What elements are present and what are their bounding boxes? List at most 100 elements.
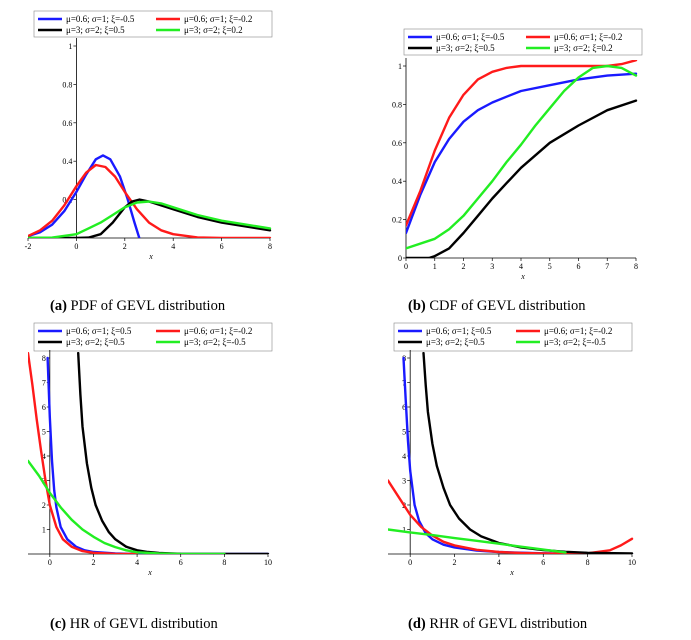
x-tick-label: 6 [541,558,545,567]
x-tick-label: 8 [222,558,226,567]
x-tick-label: 4 [171,242,175,251]
x-tick-label: 1 [433,262,437,271]
y-tick-label: 1 [68,42,72,51]
x-tick-label: 6 [179,558,183,567]
y-tick-label: 7 [42,379,46,388]
x-tick-label: 2 [123,242,127,251]
panel-pdf: μ=0.6; σ=1; ξ=-0.5 μ=0.6; σ=1; ξ=-0.2 μ=3;… [22,10,282,270]
legend-box [33,322,273,352]
series-line [28,200,272,238]
y-tick-label: 2 [42,501,46,510]
x-tick-label: 8 [268,242,272,251]
y-tick-label: 0.4 [392,177,402,186]
legend-entry: μ=3; σ=2; ξ=0.5 [426,337,485,347]
x-tick-label: 10 [628,558,636,567]
x-axis-label: x [148,252,153,261]
x-tick-label: 6 [577,262,581,271]
legend-entry: μ=3; σ=2; ξ=0.5 [436,43,495,53]
series-line [406,64,638,250]
series-line [46,356,270,554]
legend-box [33,10,273,38]
x-tick-label: 8 [586,558,590,567]
x-tick-label: 6 [220,242,224,251]
legend-entry: μ=0.6; σ=1; ξ=0.5 [426,326,492,336]
legend-entry: μ=3; σ=2; ξ=-0.5 [544,337,606,347]
y-tick-label: 1 [402,526,406,535]
y-tick-label: 3 [42,477,46,486]
x-tick-label: 10 [264,558,272,567]
cdf-chart: μ=0.6; σ=1; ξ=-0.5 μ=0.6; σ=1; ξ=-0.2μ=3;… [392,28,643,281]
x-tick-label: 0 [48,558,52,567]
x-axis-label: x [520,272,525,281]
caption-rhr: (d) RHR of GEVL distribution [408,616,588,632]
series-line [28,198,272,238]
y-tick-label: 3 [402,477,406,486]
legend-entry: μ=3; σ=2; ξ=-0.5 [184,337,246,347]
y-tick-label: 4 [42,452,46,461]
x-tick-label: 8 [634,262,638,271]
legend-entry: μ=0.6; σ=1; ξ=-0.2 [544,326,612,336]
x-tick-label: 0 [404,262,408,271]
legend: μ=0.6; σ=1; ξ=0.5 μ=0.6; σ=1; ξ=-0.2μ=3; … [33,322,273,352]
series-line [28,459,226,554]
y-tick-label: 5 [42,428,46,437]
legend-box [403,28,643,56]
x-tick-label: 4 [135,558,139,567]
x-axis-label: x [509,568,514,577]
legend-entry: μ=0.6; σ=1; ξ=-0.2 [184,14,252,24]
pdf-chart: μ=0.6; σ=1; ξ=-0.5 μ=0.6; σ=1; ξ=-0.2μ=3;… [25,10,273,261]
series-line [406,72,638,235]
x-tick-label: 4 [519,262,523,271]
legend-entry: μ=0.6; σ=1; ξ=-0.5 [436,32,505,42]
y-tick-label: 1 [42,526,46,535]
x-axis-label: x [147,568,152,577]
legend-entry: μ=3; σ=2; ξ=0.5 [66,25,125,35]
series-lines [388,352,634,554]
x-tick-label: 2 [462,262,466,271]
series-lines [28,154,272,238]
y-tick-label: 5 [402,428,406,437]
x-tick-label: 0 [408,558,412,567]
legend: μ=0.6; σ=1; ξ=0.5 μ=0.6; σ=1; ξ=-0.2μ=3; … [393,322,633,352]
legend-entry: μ=0.6; σ=1; ξ=-0.5 [66,14,135,24]
hr-chart: μ=0.6; σ=1; ξ=0.5 μ=0.6; σ=1; ξ=-0.2μ=3; … [28,322,273,577]
series-lines [28,352,270,554]
axes: -2 0 2 4 6 8x0.20.40.60.81 [25,38,272,261]
x-tick-label: 7 [605,262,609,271]
legend-entry: μ=0.6; σ=1; ξ=0.5 [66,326,132,336]
series-line [388,479,634,554]
y-tick-label: 0 [398,254,402,263]
y-tick-label: 6 [402,403,406,412]
x-tick-label: 3 [490,262,494,271]
panel-cdf: μ=0.6; σ=1; ξ=-0.5 μ=0.6; σ=1; ξ=-0.2 μ=3;… [392,28,644,286]
legend-entry: μ=3; σ=2; ξ=0.2 [184,25,243,35]
y-tick-label: 0.4 [62,157,72,166]
y-tick-label: 8 [42,354,46,363]
series-line [28,163,272,238]
panel-rhr: μ=0.6; σ=1; ξ=0.5 μ=0.6; σ=1; ξ=-0.2 μ=3; … [382,322,640,580]
legend-entry: μ=3; σ=2; ξ=0.2 [554,43,613,53]
rhr-chart: μ=0.6; σ=1; ξ=0.5 μ=0.6; σ=1; ξ=-0.2μ=3; … [388,322,636,577]
legend: μ=0.6; σ=1; ξ=-0.5 μ=0.6; σ=1; ξ=-0.2μ=3;… [33,10,273,38]
legend-entry: μ=0.6; σ=1; ξ=-0.2 [554,32,622,42]
axes: 0 2 4 6 8 10 x 1 2 3 4 5 6 7 8 [28,350,272,577]
y-tick-label: 0.6 [62,119,72,128]
x-tick-label: 0 [74,242,78,251]
series-line [77,352,270,554]
caption-pdf: (a) PDF of GEVL distribution [50,298,226,314]
y-tick-label: 4 [402,452,406,461]
x-tick-label: -2 [25,242,32,251]
legend-box [393,322,633,352]
y-tick-label: 0.8 [392,100,402,109]
y-tick-label: 1 [398,62,402,71]
y-tick-label: 0.8 [62,80,72,89]
y-tick-label: 0.2 [392,216,402,225]
series-line [406,99,638,258]
panel-hr: μ=0.6; σ=1; ξ=0.5 μ=0.6; σ=1; ξ=-0.2 μ=3; … [22,322,277,580]
caption-cdf: (b) CDF of GEVL distribution [408,298,586,314]
y-tick-label: 0.6 [392,139,402,148]
legend-entry: μ=0.6; σ=1; ξ=-0.2 [184,326,252,336]
caption-hr: (c) HR of GEVL distribution [50,616,218,632]
series-line [28,352,139,554]
series-line [422,352,634,554]
